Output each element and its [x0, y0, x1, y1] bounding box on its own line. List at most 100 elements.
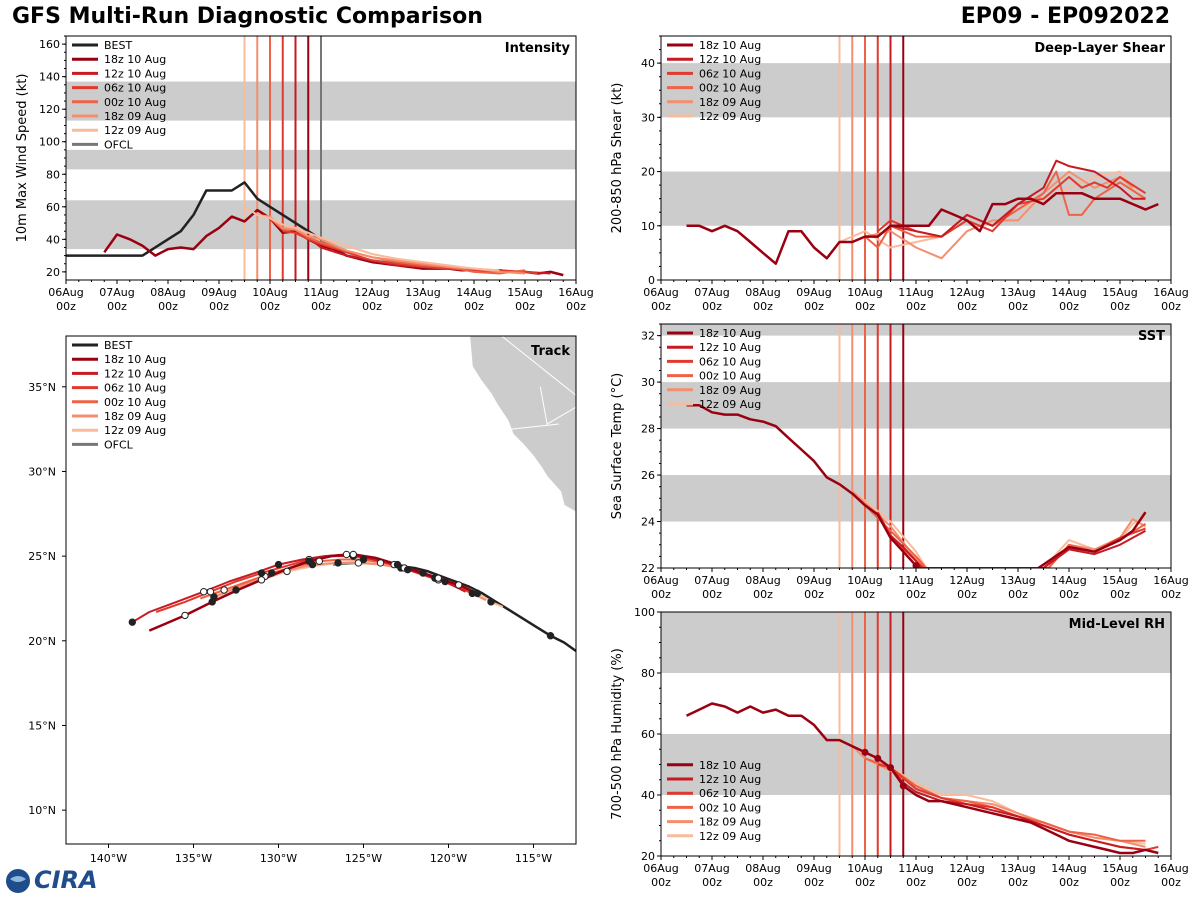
x-tick-label: 00z — [1008, 876, 1028, 889]
series-line — [890, 159, 1146, 238]
y-tick-label: 22 — [641, 562, 655, 575]
y-tick-label: 30°N — [28, 465, 56, 478]
panel-sst: 22242628303206Aug00z07Aug00z08Aug00z09Au… — [610, 323, 1189, 601]
y-axis-label: 700-500 hPa Humidity (%) — [610, 648, 625, 820]
shaded-band — [661, 382, 1171, 429]
y-tick-label: 160 — [39, 38, 60, 51]
x-tick-label: 11Aug — [898, 574, 933, 587]
axes-frame — [65, 335, 577, 845]
legend-label: 12z 09 Aug — [699, 398, 761, 411]
figure-title: GFS Multi-Run Diagnostic Comparison — [12, 4, 483, 29]
legend-label: OFCL — [104, 438, 134, 451]
legend-label: 12z 10 Aug — [104, 67, 166, 80]
x-tick-label: 08Aug — [745, 862, 780, 875]
y-tick-label: 25°N — [28, 550, 56, 563]
x-tick-label: 00z — [804, 588, 824, 601]
x-tick-label: 00z — [855, 876, 875, 889]
legend-label: 18z 10 Aug — [104, 53, 166, 66]
y-tick-label: 26 — [641, 469, 655, 482]
x-tick-label: 16Aug — [1153, 574, 1188, 587]
track-point — [334, 559, 342, 567]
x-tick-label: 120°W — [430, 852, 467, 865]
legend-label: 12z 10 Aug — [699, 341, 761, 354]
legend-label: 12z 10 Aug — [699, 773, 761, 786]
series-point — [887, 764, 894, 772]
x-tick-label: 07Aug — [694, 286, 729, 299]
legend-label: 06z 10 Aug — [699, 67, 761, 80]
x-tick-label: 00z — [804, 876, 824, 889]
x-tick-label: 13Aug — [1000, 574, 1035, 587]
x-tick-label: 00z — [957, 588, 977, 601]
legend-label: 18z 09 Aug — [104, 410, 166, 423]
y-tick-label: 100 — [39, 136, 60, 149]
legend-label: 12z 10 Aug — [699, 53, 761, 66]
panel-intensity: 2040608010012014016006Aug00z07Aug00z08Au… — [15, 35, 594, 313]
legend-label: 06z 10 Aug — [699, 787, 761, 800]
panel-shear: 01020304006Aug00z07Aug00z08Aug00z09Aug00… — [610, 35, 1189, 313]
track-point — [487, 598, 495, 606]
x-tick-label: 00z — [413, 300, 433, 313]
series-line — [66, 181, 335, 257]
y-tick-label: 20 — [641, 850, 655, 863]
y-tick-label: 28 — [641, 423, 655, 436]
track-point — [206, 587, 215, 596]
legend-label: 18z 10 Aug — [104, 353, 166, 366]
panel-title: Track — [531, 344, 570, 359]
x-tick-label: 00z — [804, 300, 824, 313]
x-tick-label: 10Aug — [252, 286, 287, 299]
plot-area — [661, 612, 1171, 856]
plot-area — [66, 36, 576, 280]
cira-logo: CIRA — [4, 866, 98, 895]
legend-label: 12z 09 Aug — [104, 424, 166, 437]
x-tick-label: 00z — [1161, 876, 1181, 889]
y-tick-label: 80 — [46, 168, 60, 181]
x-tick-label: 00z — [906, 588, 926, 601]
track-line — [346, 561, 576, 653]
x-tick-label: 07Aug — [99, 286, 134, 299]
legend-label: 00z 10 Aug — [104, 96, 166, 109]
legend-label: 18z 09 Aug — [699, 96, 761, 109]
x-tick-label: 00z — [311, 300, 331, 313]
track-point — [354, 559, 363, 567]
track-point — [349, 550, 357, 559]
x-tick-label: 12Aug — [354, 286, 389, 299]
x-tick-label: 00z — [906, 300, 926, 313]
x-tick-label: 00z — [1008, 588, 1028, 601]
x-tick-label: 14Aug — [1051, 286, 1086, 299]
track-point — [232, 586, 240, 594]
x-tick-label: 00z — [753, 588, 773, 601]
series-point — [899, 782, 907, 790]
y-tick-label: 60 — [46, 201, 60, 214]
track-point — [128, 618, 137, 626]
legend-label: 06z 10 Aug — [104, 382, 166, 395]
y-tick-label: 15°N — [28, 719, 56, 732]
x-tick-label: 00z — [702, 588, 722, 601]
x-tick-label: 00z — [702, 876, 722, 889]
y-axis-label: 10m Max Wind Speed (kt) — [15, 74, 30, 243]
x-tick-label: 13Aug — [1000, 286, 1035, 299]
x-tick-label: 08Aug — [745, 574, 780, 587]
x-tick-label: 09Aug — [201, 286, 236, 299]
y-tick-label: 40 — [641, 789, 655, 802]
series-point — [874, 754, 882, 762]
x-tick-label: 00z — [1110, 300, 1130, 313]
x-tick-label: 15Aug — [1102, 862, 1137, 875]
x-tick-label: 00z — [1161, 588, 1181, 601]
x-tick-label: 16Aug — [558, 286, 593, 299]
y-tick-label: 40 — [46, 233, 60, 246]
legend-label: 00z 10 Aug — [699, 801, 761, 814]
x-tick-label: 10Aug — [847, 574, 882, 587]
y-axis-label: Sea Surface Temp (°C) — [610, 373, 625, 520]
panel-title: Intensity — [505, 41, 571, 56]
map-area — [128, 336, 576, 653]
y-tick-label: 30 — [641, 111, 655, 124]
x-tick-label: 00z — [753, 300, 773, 313]
panel-title: Mid-Level RH — [1069, 617, 1165, 632]
x-tick-label: 135°W — [175, 852, 212, 865]
y-tick-label: 20°N — [28, 635, 56, 648]
border-line — [539, 386, 576, 425]
panel-rh: 2040608010006Aug00z07Aug00z08Aug00z09Aug… — [610, 606, 1189, 889]
x-tick-label: 13Aug — [405, 286, 440, 299]
y-tick-label: 35°N — [28, 381, 56, 394]
